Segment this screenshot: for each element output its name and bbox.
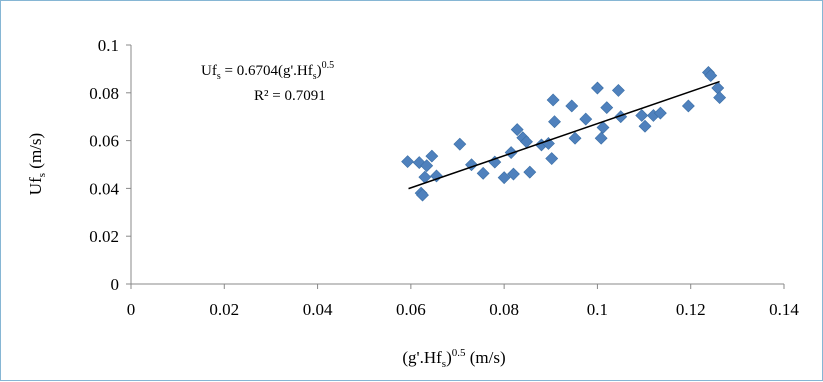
x-axis-title-sup: 0.5: [452, 347, 466, 359]
data-point: [420, 159, 434, 173]
data-point: [523, 165, 537, 179]
data-point: [611, 83, 625, 97]
y-tick-label: 0.08: [89, 84, 119, 103]
data-point: [591, 81, 604, 95]
equation-prefix: Uf: [201, 63, 217, 79]
data-point: [401, 155, 415, 169]
x-tick-label: 0.08: [489, 300, 519, 319]
x-axis-title-sub: s: [442, 358, 446, 370]
y-axis-title: Ufs (m/s): [26, 133, 48, 195]
r-squared-label: R² = 0.7091: [254, 88, 326, 104]
x-tick-label: 0.04: [303, 300, 333, 319]
y-tick-label: 0: [111, 275, 120, 294]
data-point: [548, 115, 561, 129]
equation-sub-2: s: [313, 71, 317, 82]
y-tick-label: 0.02: [89, 227, 119, 246]
y-axis-title-main: Uf: [26, 177, 45, 195]
data-point: [594, 131, 608, 145]
trendline-equation: Ufs = 0.6704(g'.Hfs)0.5: [201, 60, 334, 82]
data-point: [476, 166, 490, 180]
data-point: [579, 112, 593, 126]
data-point: [546, 93, 560, 107]
data-point: [425, 149, 439, 163]
y-tick-label: 0.06: [89, 132, 119, 151]
y-axis-title-tail: (m/s): [26, 133, 45, 173]
data-point: [713, 91, 727, 105]
data-point: [545, 152, 559, 165]
data-point: [704, 69, 718, 83]
equation-sub-1: s: [217, 71, 221, 82]
data-point: [653, 106, 667, 120]
x-tick-label: 0: [127, 300, 136, 319]
y-ticks: 0 0.02 0.04 0.06 0.08 0.1: [89, 36, 131, 294]
x-tick-label: 0.06: [396, 300, 426, 319]
y-tick-label: 0.1: [98, 36, 119, 55]
axes: [130, 45, 784, 285]
data-point: [600, 101, 614, 115]
data-point: [596, 121, 610, 134]
trendline: [408, 80, 720, 190]
x-tick-label: 0.12: [676, 300, 706, 319]
data-point: [416, 188, 429, 202]
x-tick-label: 0.02: [209, 300, 239, 319]
data-point: [681, 99, 695, 113]
data-point: [507, 167, 520, 181]
x-axis-title-close: ): [446, 348, 452, 367]
y-axis-title-sub: s: [36, 173, 48, 177]
equation-sup: 0.5: [322, 60, 335, 71]
x-axis-title: (g'.Hfs)0.5 (m/s): [402, 347, 505, 370]
x-axis-title-main: (g'.Hf: [402, 348, 442, 367]
data-point: [638, 119, 652, 133]
y-tick-label: 0.04: [89, 179, 119, 198]
x-tick-label: 0.14: [769, 300, 799, 319]
data-point: [635, 109, 649, 122]
x-ticks: 0 0.02 0.04 0.06 0.08 0.1 0.12 0.14: [127, 284, 799, 319]
data-point: [430, 169, 443, 183]
data-point: [497, 171, 511, 185]
data-point: [453, 137, 467, 151]
data-points: [401, 66, 727, 202]
equation-middle: = 0.6704(g'.Hf: [221, 63, 313, 79]
x-tick-label: 0.1: [587, 300, 608, 319]
data-point: [510, 123, 524, 137]
data-point: [568, 131, 582, 145]
data-point: [565, 99, 579, 113]
x-axis-title-tail: (m/s): [465, 348, 505, 367]
equation-close: ): [317, 63, 322, 79]
